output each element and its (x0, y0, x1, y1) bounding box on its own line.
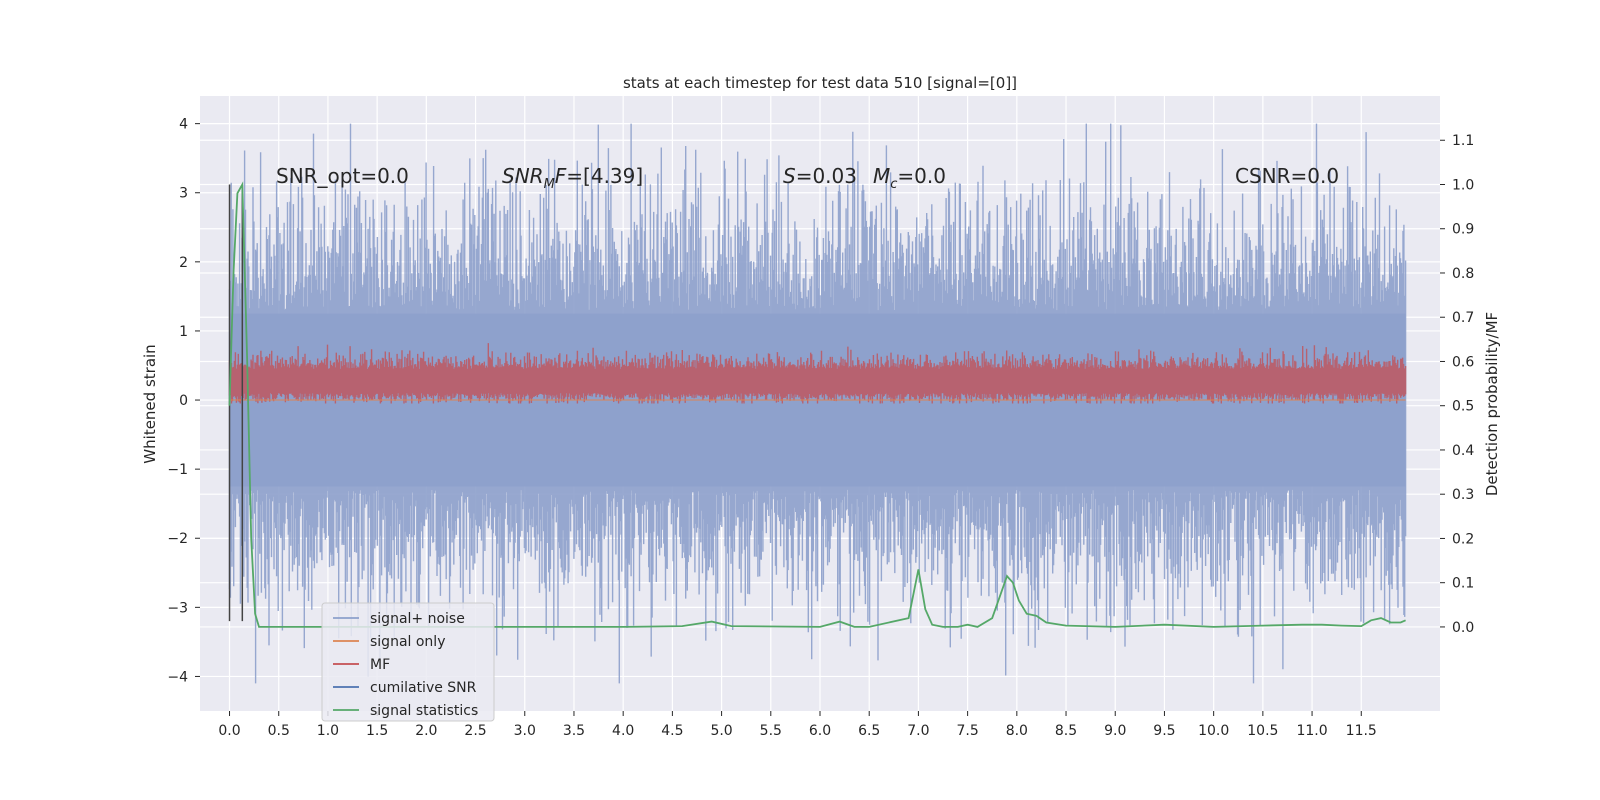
y-right-tick-label: 0.0 (1452, 620, 1474, 636)
y-left-tick-labels: 4 3 2 1 0 −1 −2 −3 −4 (167, 117, 200, 685)
x-tick-label: 10.0 (1198, 723, 1229, 739)
y-right-tick-label: 0.6 (1452, 354, 1474, 370)
x-tick-label: 4.0 (612, 723, 634, 739)
y-right-tick-label: 0.9 (1452, 222, 1474, 238)
y-left-tick-label: −3 (167, 600, 188, 616)
x-tick-label: 11.0 (1296, 723, 1327, 739)
x-tick-label: 8.5 (1055, 723, 1077, 739)
x-tick-label: 2.0 (415, 723, 437, 739)
y-left-tick-label: 0 (179, 393, 188, 409)
legend-label: signal statistics (370, 703, 478, 719)
x-tick-label: 7.0 (907, 723, 929, 739)
chart-title: stats at each timestep for test data 510… (623, 74, 1017, 92)
y-left-tick-label: −1 (167, 462, 188, 478)
x-tick-label: 2.5 (464, 723, 486, 739)
x-tick-label: 0.5 (268, 723, 290, 739)
x-tick-label: 1.0 (317, 723, 339, 739)
y-left-tick-label: 2 (179, 255, 188, 271)
x-tick-label: 9.5 (1153, 723, 1175, 739)
x-tick-label: 8.0 (1006, 723, 1028, 739)
x-tick-label: 1.5 (366, 723, 388, 739)
x-tick-label: 6.0 (809, 723, 831, 739)
x-tick-label: 10.5 (1247, 723, 1278, 739)
y-right-tick-label: 0.7 (1452, 310, 1474, 326)
annotation-csnr: CSNR=0.0 (1235, 164, 1339, 188)
y-left-tick-label: 4 (179, 117, 188, 133)
legend: signal+ noise signal only MF cumilative SNR… (321, 602, 495, 722)
x-tick-label: 3.0 (514, 723, 536, 739)
y-right-tick-labels: 1.1 1.0 0.9 0.8 0.7 0.6 0.5 0.4 0.3 0.2 0.1 0.0 (1440, 133, 1474, 636)
x-tick-label: 4.5 (661, 723, 683, 739)
y-left-tick-label: −2 (167, 531, 188, 547)
y-right-tick-label: 0.2 (1452, 531, 1474, 547)
legend-box (321, 602, 495, 722)
y-right-tick-label: 1.0 (1452, 177, 1474, 193)
x-tick-label: 5.0 (710, 723, 732, 739)
y-left-label: Whitened strain (141, 344, 159, 463)
y-left-tick-label: 3 (179, 186, 188, 202)
x-tick-label: 6.5 (858, 723, 880, 739)
legend-label: signal only (370, 634, 445, 650)
legend-label: cumilative SNR (370, 680, 477, 696)
x-tick-label: 5.5 (760, 723, 782, 739)
x-tick-label: 11.5 (1346, 723, 1377, 739)
y-right-tick-label: 0.4 (1452, 443, 1474, 459)
x-tick-label: 7.5 (956, 723, 978, 739)
series-signal-statistics (228, 181, 1406, 628)
x-tick-label: 9.0 (1104, 723, 1126, 739)
annotation-snr-mf: SNRMF=[4.39] (502, 164, 643, 192)
x-tick-labels: 0.0 0.5 1.0 1.5 2.0 2.5 3.0 3.5 4.0 4.5 5.0 5.5 6.0 6… (218, 711, 1377, 739)
y-right-tick-label: 0.3 (1452, 487, 1474, 503)
y-left-tick-label: −4 (167, 669, 188, 685)
y-right-tick-label: 1.1 (1452, 133, 1474, 149)
y-left-tick-label: 1 (179, 324, 188, 340)
y-right-tick-label: 0.8 (1452, 266, 1474, 282)
x-tick-label: 0.0 (218, 723, 240, 739)
annotation-s-mc: S=0.03 Mc=0.0 (783, 164, 946, 192)
y-right-tick-label: 0.5 (1452, 399, 1474, 415)
y-right-tick-label: 0.1 (1452, 576, 1474, 592)
annotation-snr-opt: SNR_opt=0.0 (276, 164, 409, 188)
legend-label: MF (370, 657, 390, 673)
y-right-label: Detection probability/MF (1483, 312, 1501, 496)
legend-label: signal+ noise (370, 611, 465, 627)
x-tick-label: 3.5 (563, 723, 585, 739)
